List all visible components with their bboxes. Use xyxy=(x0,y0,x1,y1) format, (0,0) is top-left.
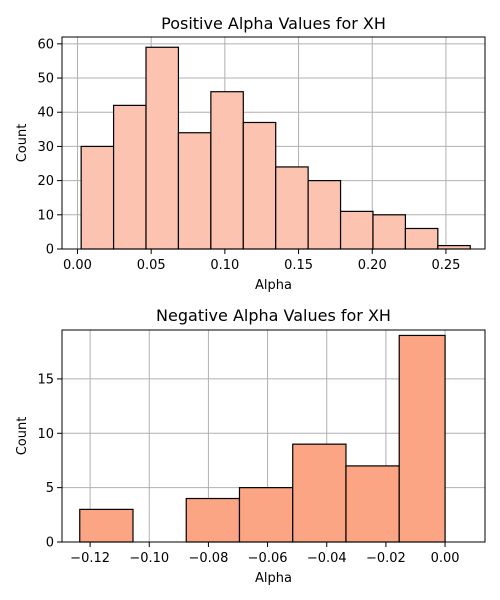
y-tick-label: 15 xyxy=(37,372,54,387)
x-axis-ticks: 0.00 0.05 0.10 0.15 0.20 0.25 xyxy=(63,249,460,273)
x-tick-label: 0.25 xyxy=(431,258,460,273)
y-tick-label: 30 xyxy=(37,140,54,155)
x-tick-label: 0.00 xyxy=(431,551,460,566)
y-tick-label: 20 xyxy=(37,174,54,189)
histogram-bar xyxy=(345,465,400,543)
bars xyxy=(79,334,446,543)
histogram-bar xyxy=(185,497,241,543)
y-tick-label: 5 xyxy=(46,481,54,496)
x-tick-label: 0.20 xyxy=(358,258,387,273)
x-tick-label: −0.06 xyxy=(248,551,288,566)
x-tick-label: −0.08 xyxy=(189,551,229,566)
plot-frame xyxy=(61,329,486,543)
x-tick-label: 0.05 xyxy=(137,258,166,273)
histogram-bar xyxy=(292,443,347,543)
histogram-bar xyxy=(145,46,180,250)
y-tick-label: 50 xyxy=(37,72,54,87)
histogram-bar xyxy=(404,227,439,250)
y-tick-label: 10 xyxy=(37,208,54,223)
y-tick-label: 0 xyxy=(46,243,54,258)
plot-frame xyxy=(61,36,486,250)
histogram-bar xyxy=(79,508,134,543)
x-tick-label: −0.12 xyxy=(70,551,110,566)
x-tick-label: −0.02 xyxy=(366,551,406,566)
y-axis-ticks: 0 10 20 30 40 50 60 xyxy=(37,37,62,258)
histogram-bar xyxy=(275,166,309,250)
x-axis-label: Alpha xyxy=(255,571,292,586)
histogram-bar xyxy=(238,487,294,543)
histogram-bar xyxy=(177,132,212,250)
chart-negative-alpha: Negative Alpha Values for XH −0.12 −0.10−… xyxy=(15,306,486,586)
chart-positive-alpha: Positive Alpha Values for XH 0.00 0.05 0.1… xyxy=(15,14,486,293)
x-axis-ticks: −0.12 −0.10 −0.08 −0.06 −0.04 −0.02 0.00 xyxy=(70,542,460,566)
x-tick-label: −0.10 xyxy=(129,551,169,566)
y-tick-label: 10 xyxy=(37,427,54,442)
chart-title: Positive Alpha Values for XH xyxy=(161,14,386,33)
y-tick-label: 40 xyxy=(37,106,54,121)
histogram-bar xyxy=(437,244,471,250)
histogram-bar xyxy=(112,104,147,250)
histogram-bar xyxy=(210,91,244,250)
histogram-bar xyxy=(307,180,342,250)
x-tick-label: 0.10 xyxy=(210,258,239,273)
y-tick-label: 0 xyxy=(46,536,54,551)
chart-title: Negative Alpha Values for XH xyxy=(156,306,391,325)
y-axis-ticks: 0 5 10 15 xyxy=(37,372,62,551)
histogram-bar xyxy=(80,145,115,250)
x-tick-label: 0.15 xyxy=(284,258,313,273)
x-tick-label: 0.00 xyxy=(63,258,92,273)
y-axis-label: Count xyxy=(15,124,30,163)
histogram-bar xyxy=(339,210,374,250)
x-tick-label: −0.04 xyxy=(307,551,347,566)
bars xyxy=(80,46,471,250)
y-axis-label: Count xyxy=(15,417,30,456)
histogram-bar xyxy=(398,334,446,543)
x-axis-label: Alpha xyxy=(255,278,292,293)
histogram-bar xyxy=(242,121,277,250)
histogram-bar xyxy=(372,214,407,250)
y-tick-label: 60 xyxy=(37,37,54,52)
